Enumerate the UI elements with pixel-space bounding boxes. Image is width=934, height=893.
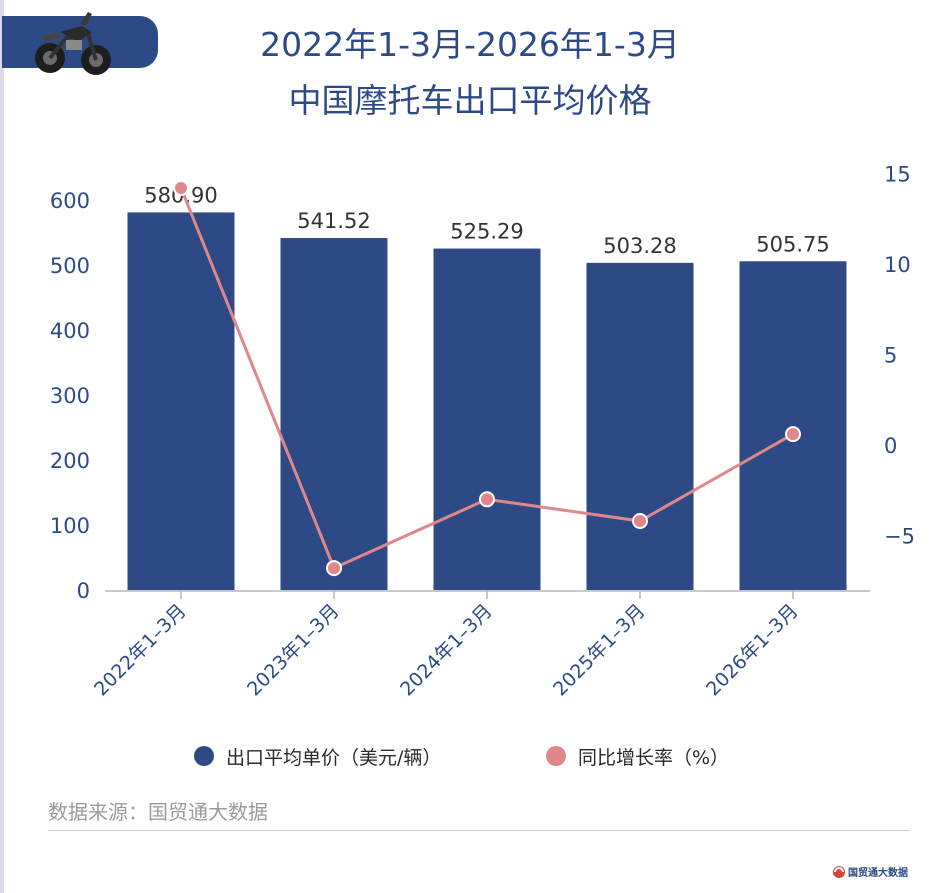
growth-rate-point-5 xyxy=(785,426,801,443)
y-left-tick-label: 100 xyxy=(50,514,90,538)
bar-value-label: 541.52 xyxy=(297,209,370,233)
y-right-tick-label: 15 xyxy=(884,163,911,187)
y-left-tick-label: 400 xyxy=(50,319,90,343)
chart-area: 0 100 200 300 400 500 600 −5 0 5 10 15 2022年1–3月 2023… xyxy=(50,163,915,701)
x-tick-label: 2026年1–3月 xyxy=(702,600,802,700)
legend-line-label: 同比增长率（%） xyxy=(578,746,730,769)
chart-title-line1: 2022年1-3月-2026年1-3月 xyxy=(260,25,680,64)
x-tick-label: 2024年1–3月 xyxy=(396,600,496,700)
legend-item-bar: 出口平均单价（美元/辆） xyxy=(194,741,441,771)
legend-item-line: 同比增长率（%） xyxy=(546,741,729,771)
y-right-tick-label: 5 xyxy=(884,344,897,368)
growth-rate-point-1 xyxy=(173,179,189,196)
y-left-tick-label: 500 xyxy=(50,254,90,278)
y-right-tick-label: −5 xyxy=(884,525,915,549)
y-left-tick-label: 300 xyxy=(50,384,90,408)
y-right-tick-label: 10 xyxy=(884,253,911,277)
legend-bar-swatch xyxy=(194,746,214,766)
left-edge-rule xyxy=(0,0,4,893)
bar-2 xyxy=(280,238,388,590)
source-divider xyxy=(48,830,910,831)
source-note: 数据来源：国贸通大数据 xyxy=(48,800,268,824)
bar-3 xyxy=(433,248,541,590)
brand-logo: 国贸通大数据 xyxy=(832,864,908,879)
x-tick-label: 2025年1–3月 xyxy=(549,600,649,700)
bar-1 xyxy=(127,212,235,591)
brand-logo-icon xyxy=(833,865,845,878)
legend: 出口平均单价（美元/辆） 同比增长率（%） xyxy=(0,741,934,771)
y-left-tick-label: 0 xyxy=(77,579,90,603)
bar-value-label: 505.75 xyxy=(756,232,829,256)
x-tick-label: 2022年1–3月 xyxy=(90,600,190,700)
x-tick-label: 2023年1–3月 xyxy=(243,600,343,700)
bar-5 xyxy=(739,261,847,590)
y-right-tick-label: 0 xyxy=(884,434,897,458)
legend-line-swatch xyxy=(546,746,566,766)
legend-bar-label: 出口平均单价（美元/辆） xyxy=(226,746,442,769)
y-left-tick-label: 600 xyxy=(50,189,90,213)
chart-title-line2: 中国摩托车出口平均价格 xyxy=(288,81,652,120)
y-left-tick-label: 200 xyxy=(50,449,90,473)
growth-rate-point-3 xyxy=(479,491,495,508)
growth-rate-point-2 xyxy=(326,560,342,577)
bar-value-label: 503.28 xyxy=(603,234,676,258)
bar-4 xyxy=(586,262,694,590)
bar-value-label: 525.29 xyxy=(450,220,523,244)
growth-rate-point-4 xyxy=(632,513,648,530)
motorcycle-icon xyxy=(35,12,111,75)
brand-logo-text: 国贸通大数据 xyxy=(848,868,908,879)
